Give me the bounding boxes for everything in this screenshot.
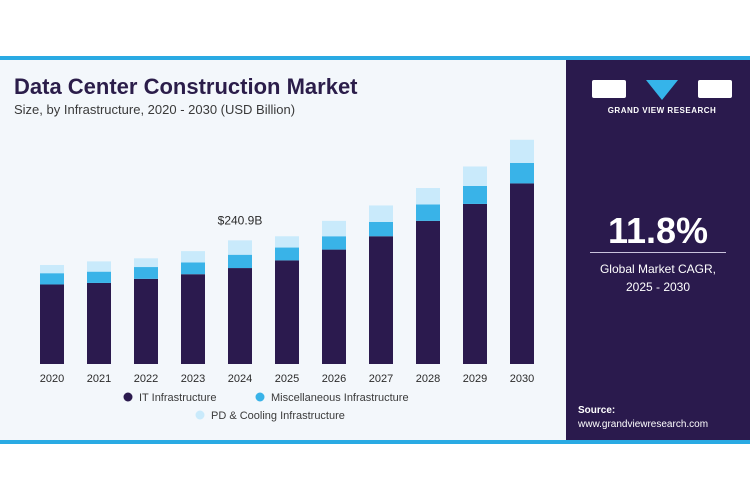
bar-pd-cooling-infrastructure-2022: [134, 258, 158, 268]
bar-it-infrastructure-2029: [463, 203, 487, 364]
brand-name: GRAND VIEW RESEARCH: [607, 106, 717, 115]
bar-it-infrastructure-2022: [134, 278, 158, 364]
legend-label-it-infrastructure: IT Infrastructure: [139, 392, 216, 404]
bar-it-infrastructure-2020: [40, 284, 64, 364]
x-tick-label-2025: 2025: [275, 373, 299, 385]
legend-label-pd-cooling-infrastructure: PD & Cooling Infrastructure: [211, 410, 345, 422]
bar-miscellaneous-infrastructure-2029: [463, 185, 487, 204]
bar-it-infrastructure-2030: [510, 183, 534, 364]
bar-it-infrastructure-2026: [322, 249, 346, 364]
source-note: Source: www.grandviewresearch.com: [578, 404, 708, 432]
bar-miscellaneous-infrastructure-2028: [416, 204, 440, 221]
logo-triangle-icon: [646, 80, 678, 100]
bar-pd-cooling-infrastructure-2025: [275, 236, 299, 248]
bar-it-infrastructure-2028: [416, 220, 440, 364]
x-tick-label-2021: 2021: [87, 373, 111, 385]
legend-label-miscellaneous-infrastructure: Miscellaneous Infrastructure: [271, 392, 409, 404]
bar-miscellaneous-infrastructure-2020: [40, 273, 64, 285]
bar-miscellaneous-infrastructure-2022: [134, 267, 158, 279]
bar-miscellaneous-infrastructure-2023: [181, 262, 205, 275]
logo-left-block: [592, 80, 626, 98]
bar-pd-cooling-infrastructure-2020: [40, 264, 64, 274]
bar-miscellaneous-infrastructure-2024: [228, 254, 252, 269]
x-tick-label-2028: 2028: [416, 373, 440, 385]
sidebar-panel: GRAND VIEW RESEARCH 11.8% Global Market …: [566, 60, 750, 440]
legend-marker-miscellaneous-infrastructure: [255, 392, 265, 402]
cagr-divider: [590, 252, 726, 253]
x-tick-label-2024: 2024: [228, 373, 252, 385]
x-tick-label-2022: 2022: [134, 373, 158, 385]
bar-miscellaneous-infrastructure-2021: [87, 271, 111, 283]
logo-right-block: [698, 80, 732, 98]
data-label-2024: $240.9B: [218, 213, 263, 227]
bar-pd-cooling-infrastructure-2026: [322, 220, 346, 237]
bar-pd-cooling-infrastructure-2023: [181, 251, 205, 263]
x-tick-label-2026: 2026: [322, 373, 346, 385]
bar-it-infrastructure-2024: [228, 268, 252, 364]
x-tick-label-2030: 2030: [510, 373, 534, 385]
bar-pd-cooling-infrastructure-2030: [510, 139, 534, 163]
chart-subtitle: Size, by Infrastructure, 2020 - 2030 (US…: [14, 102, 296, 117]
bar-it-infrastructure-2027: [369, 236, 393, 364]
bar-pd-cooling-infrastructure-2028: [416, 188, 440, 205]
brand-logo: GRAND VIEW RESEARCH: [592, 74, 732, 124]
chart-panel: Data Center Construction Market Size, by…: [0, 60, 566, 440]
chart-title: Data Center Construction Market: [14, 74, 358, 99]
bottom-accent-line: [0, 440, 750, 444]
bar-miscellaneous-infrastructure-2027: [369, 221, 393, 237]
x-tick-label-2029: 2029: [463, 373, 487, 385]
source-url[interactable]: www.grandviewresearch.com: [578, 419, 709, 430]
cagr-label-line1: Global Market CAGR,: [599, 262, 717, 276]
stacked-bar-chart: 2020 2021 2022 2023 2024 2025 2026 2027 2028 2029…: [40, 139, 534, 422]
source-label: Source:: [578, 405, 616, 416]
cagr-label-line2: 2025 - 2030: [625, 280, 691, 294]
bar-pd-cooling-infrastructure-2027: [369, 205, 393, 222]
top-accent-line: [0, 56, 750, 60]
bar-pd-cooling-infrastructure-2029: [463, 166, 487, 186]
bar-it-infrastructure-2023: [181, 274, 205, 364]
bar-miscellaneous-infrastructure-2030: [510, 162, 534, 184]
x-tick-label-2027: 2027: [369, 373, 393, 385]
legend-marker-pd-cooling-infrastructure: [195, 410, 205, 420]
bar-it-infrastructure-2025: [275, 260, 299, 364]
bar-it-infrastructure-2021: [87, 282, 111, 364]
cagr-label: Global Market CAGR, 2025 - 2030: [566, 260, 750, 296]
cagr-value: 11.8%: [607, 210, 709, 251]
legend-marker-it-infrastructure: [123, 392, 133, 402]
bar-miscellaneous-infrastructure-2026: [322, 236, 346, 250]
bar-miscellaneous-infrastructure-2025: [275, 247, 299, 261]
bar-pd-cooling-infrastructure-2024: [228, 240, 252, 255]
infographic-frame: Data Center Construction Market Size, by…: [0, 56, 750, 444]
x-tick-label-2023: 2023: [181, 373, 205, 385]
bar-pd-cooling-infrastructure-2021: [87, 261, 111, 272]
x-tick-label-2020: 2020: [40, 373, 64, 385]
